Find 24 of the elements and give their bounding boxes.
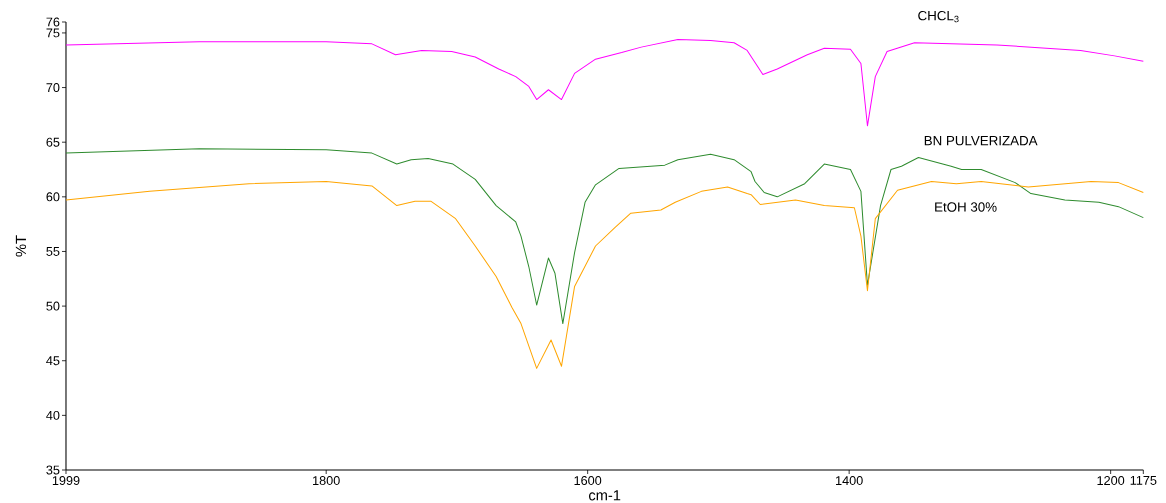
series-label: EtOH 30% bbox=[935, 202, 997, 212]
x-tick-label: 1999 bbox=[52, 476, 80, 486]
y-tick-label: 40 bbox=[46, 410, 60, 420]
series-label: BN PULVERIZADA bbox=[924, 136, 1038, 146]
x-tick-label: 1600 bbox=[574, 476, 602, 486]
x-tick-label: 1400 bbox=[836, 476, 863, 486]
x-tick-label: 1800 bbox=[313, 476, 340, 486]
y-tick-label: 55 bbox=[46, 247, 60, 256]
y-tick-label: 45 bbox=[46, 356, 60, 366]
y-tick-label: 65 bbox=[46, 137, 60, 147]
y-axis-title: %T bbox=[15, 235, 27, 257]
line-series bbox=[65, 148, 1144, 325]
y-tick-label: 60 bbox=[46, 192, 60, 202]
x-tick-label: 1200 bbox=[1097, 476, 1125, 486]
series-label: CHCL$_{3}$ bbox=[918, 10, 959, 23]
x-tick-label: 1175 bbox=[1130, 476, 1157, 485]
y-tick-label: 75 bbox=[46, 28, 60, 38]
x-axis-title: cm-1 bbox=[588, 490, 621, 501]
y-tick-label: 76 bbox=[46, 17, 60, 27]
line-series bbox=[65, 181, 1144, 369]
y-tick-label: 70 bbox=[46, 83, 60, 93]
line-series bbox=[65, 38, 1144, 127]
y-tick-label: 50 bbox=[46, 301, 60, 311]
y-tick-label: 35 bbox=[46, 465, 60, 475]
